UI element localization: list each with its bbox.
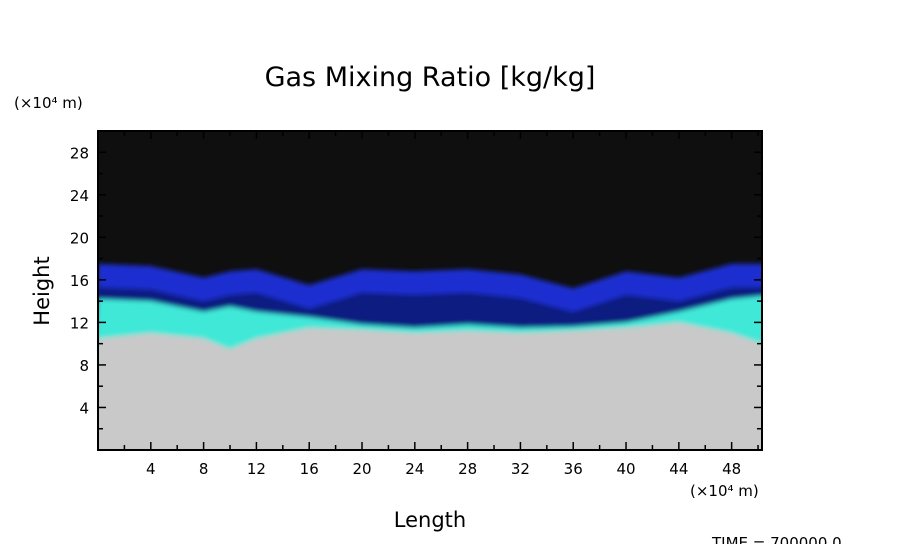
y-tick-label: 4	[79, 399, 89, 417]
y-tick-label: 8	[79, 357, 89, 375]
x-tick-label: 48	[722, 460, 741, 478]
y-tick-label: 12	[70, 314, 89, 332]
x-tick-label: 44	[669, 460, 688, 478]
x-tick-label: 16	[300, 460, 319, 478]
grey-region	[98, 322, 762, 450]
x-tick-label: 36	[564, 460, 583, 478]
x-tick-label: 24	[405, 460, 424, 478]
x-tick-label: 8	[199, 460, 209, 478]
chart-title: Gas Mixing Ratio [kg/kg]	[265, 62, 596, 93]
y-tick-label: 28	[70, 144, 89, 162]
y-unit-label: (×10⁴ m)	[14, 94, 83, 112]
x-tick-label: 40	[616, 460, 635, 478]
x-tick-label: 28	[458, 460, 477, 478]
y-tick-label: 16	[70, 272, 89, 290]
plot-frame	[97, 130, 763, 451]
x-tick-label: 12	[247, 460, 266, 478]
time-label: TIME = 700000.0	[711, 534, 842, 544]
y-tick-label: 24	[70, 187, 89, 205]
y-tick-label: 20	[70, 229, 89, 247]
y-axis-label: Height	[30, 256, 54, 325]
x-tick-label: 4	[146, 460, 156, 478]
x-axis-label: Length	[394, 508, 466, 532]
plot-area	[98, 131, 762, 450]
x-unit-label: (×10⁴ m)	[690, 482, 759, 500]
x-tick-label: 20	[352, 460, 371, 478]
x-tick-label: 32	[511, 460, 530, 478]
